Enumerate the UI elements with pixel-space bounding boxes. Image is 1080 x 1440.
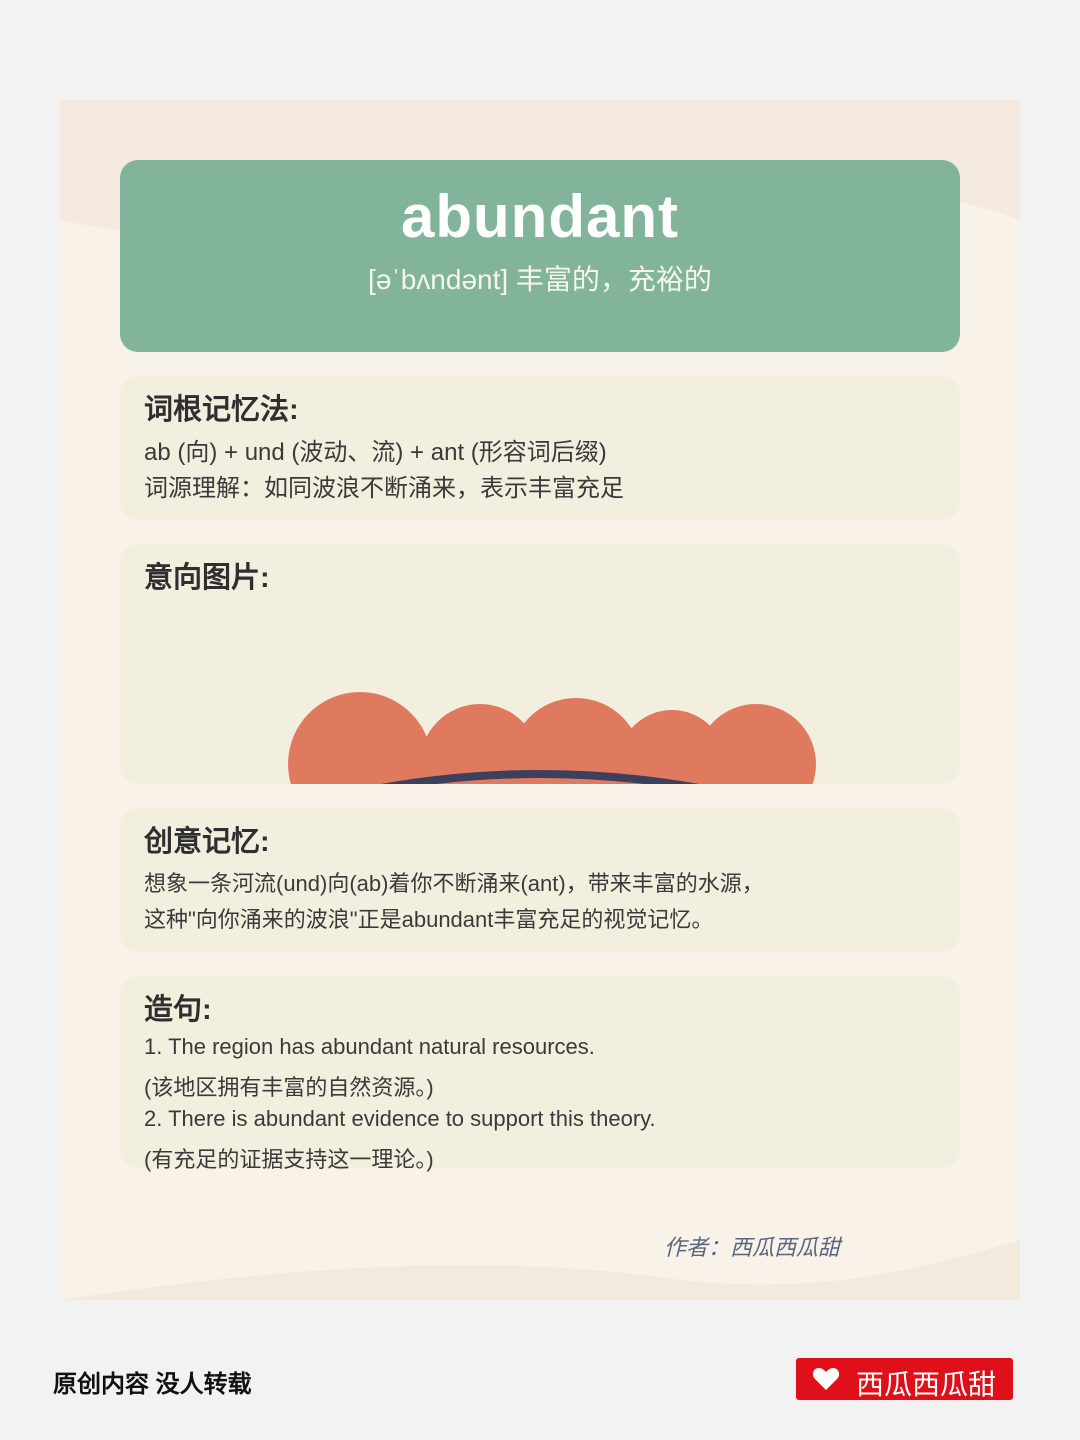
section-title: 词根记忆法: bbox=[144, 394, 299, 426]
etymology-text: 词源理解：如同波浪不断涌来，表示丰富充足 bbox=[144, 475, 624, 502]
orange-circle bbox=[696, 704, 816, 784]
root-breakdown-text: ab (向) + und (波动、流) + ant (形容词后缀) bbox=[144, 439, 607, 466]
section-title: 创意记忆: bbox=[144, 826, 270, 858]
brand-name: 西瓜西瓜甜 bbox=[856, 1369, 997, 1400]
author-credit: 作者：西瓜西瓜甜 bbox=[663, 1235, 840, 1260]
heart-icon bbox=[812, 1368, 840, 1390]
brand-badge[interactable]: 西瓜西瓜甜 bbox=[796, 1358, 1013, 1400]
root-memory-section: 词根记忆法: ab (向) + und (波动、流) + ant (形容词后缀)… bbox=[120, 376, 960, 520]
orange-circle bbox=[510, 698, 642, 784]
example-sentence: 1. The region has abundant natural resou… bbox=[144, 1034, 595, 1059]
creative-memory-section: 创意记忆: 想象一条河流(und)向(ab)着你不断涌来(ant)，带来丰富的水… bbox=[120, 808, 960, 952]
creative-memory-text: 这种"向你涌来的波浪"正是abundant丰富充足的视觉记忆。 bbox=[144, 907, 714, 932]
example-translation: (有充足的证据支持这一理论。) bbox=[144, 1147, 434, 1172]
orange-circle bbox=[288, 692, 432, 784]
example-sentences-section: 造句: 1. The region has abundant natural r… bbox=[120, 976, 960, 1172]
section-title: 造句: bbox=[144, 994, 212, 1026]
waves-illustration bbox=[288, 692, 816, 784]
example-translation: (该地区拥有丰富的自然资源。) bbox=[144, 1075, 434, 1100]
creative-memory-text: 想象一条河流(und)向(ab)着你不断涌来(ant)，带来丰富的水源， bbox=[144, 871, 764, 896]
footer-note: 原创内容 没人转载 bbox=[53, 1371, 252, 1398]
wave-line bbox=[381, 770, 699, 784]
phonetic-and-meaning: [əˈbʌndənt] 丰富的，充裕的 bbox=[368, 264, 712, 295]
word-card: abundant [əˈbʌndənt] 丰富的，充裕的 词根记忆法: ab (… bbox=[60, 100, 1020, 1300]
example-sentence: 2. There is abundant evidence to support… bbox=[144, 1106, 656, 1131]
image-section: 意向图片: bbox=[120, 544, 960, 784]
word-header: abundant [əˈbʌndənt] 丰富的，充裕的 bbox=[120, 160, 960, 352]
orange-circle bbox=[420, 704, 540, 784]
word-title: abundant bbox=[401, 183, 679, 250]
section-title: 意向图片: bbox=[144, 562, 270, 594]
